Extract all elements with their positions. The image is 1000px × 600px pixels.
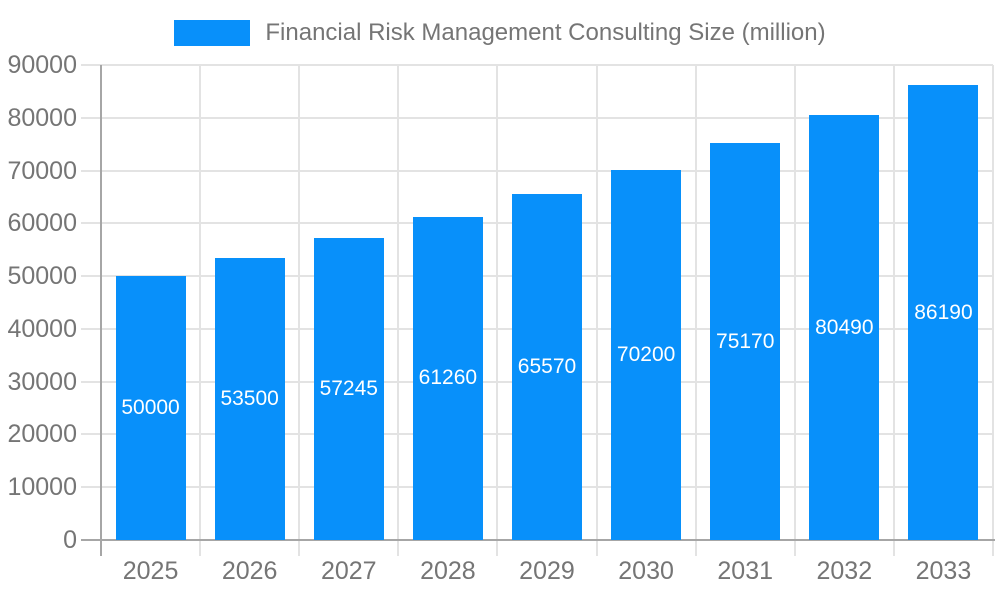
y-axis-tick-label: 50000 <box>7 262 77 291</box>
x-axis-tick-label: 2032 <box>816 557 873 585</box>
y-axis-tick-label: 40000 <box>7 314 77 343</box>
x-axis-tick-label: 2029 <box>519 557 575 585</box>
bar-2033: 86190 <box>908 85 979 540</box>
bar-value-label: 61260 <box>418 366 478 390</box>
y-axis-tick-label: 80000 <box>7 103 77 132</box>
x-gridline <box>397 65 400 556</box>
x-axis-tick-label: 2030 <box>618 557 674 585</box>
x-gridline <box>199 65 202 556</box>
x-gridline <box>793 65 796 556</box>
x-axis-tick-label: 2025 <box>122 557 179 585</box>
bar-2027: 57245 <box>313 237 384 540</box>
y-axis-tick-label: 90000 <box>7 51 77 79</box>
chart-title: Financial Risk Management Consulting Siz… <box>265 19 826 46</box>
x-axis-tick-label: 2026 <box>221 557 278 585</box>
legend-swatch <box>174 20 251 46</box>
y-gridline <box>81 116 993 119</box>
legend: Financial Risk Management Consulting Siz… <box>0 18 1000 48</box>
bar-2028: 61260 <box>412 216 483 540</box>
y-gridline <box>81 64 993 66</box>
bar-2031: 75170 <box>710 143 781 540</box>
bar-2029: 65570 <box>512 193 582 540</box>
x-gridline <box>496 65 499 556</box>
bar-2025: 50000 <box>115 276 186 540</box>
y-axis-tick-label: 0 <box>63 526 77 554</box>
x-gridline <box>992 65 994 556</box>
bar-2032: 80490 <box>809 115 880 540</box>
bar-2030: 70200 <box>611 169 682 540</box>
bar-value-label: 70200 <box>616 342 676 366</box>
x-axis-tick-label: 2027 <box>320 557 377 585</box>
y-axis-tick-label: 30000 <box>7 367 77 396</box>
y-axis-tick-label: 10000 <box>7 473 77 502</box>
bar-value-label: 53500 <box>220 386 279 410</box>
x-gridline <box>694 65 697 556</box>
x-axis-tick-label: 2028 <box>420 557 476 585</box>
bar-value-label: 57245 <box>319 376 378 400</box>
bar-2026: 53500 <box>214 257 285 540</box>
x-axis-line <box>81 539 995 541</box>
bar-value-label: 80490 <box>815 315 874 339</box>
x-axis-tick-label: 2033 <box>915 557 972 585</box>
x-gridline <box>298 65 301 556</box>
y-axis-tick-label: 70000 <box>7 156 77 185</box>
y-axis-tick-label: 60000 <box>7 209 77 238</box>
bar-value-label: 50000 <box>121 396 180 420</box>
bar-value-label: 86190 <box>914 300 973 324</box>
bar-value-label: 65570 <box>517 354 577 378</box>
x-gridline <box>892 65 895 556</box>
y-gridline <box>81 169 993 172</box>
x-axis-tick-label: 2031 <box>717 557 774 585</box>
bar-value-label: 75170 <box>716 329 775 353</box>
y-axis-tick-label: 20000 <box>7 420 77 449</box>
y-axis-line <box>100 65 102 556</box>
x-gridline <box>595 65 598 556</box>
